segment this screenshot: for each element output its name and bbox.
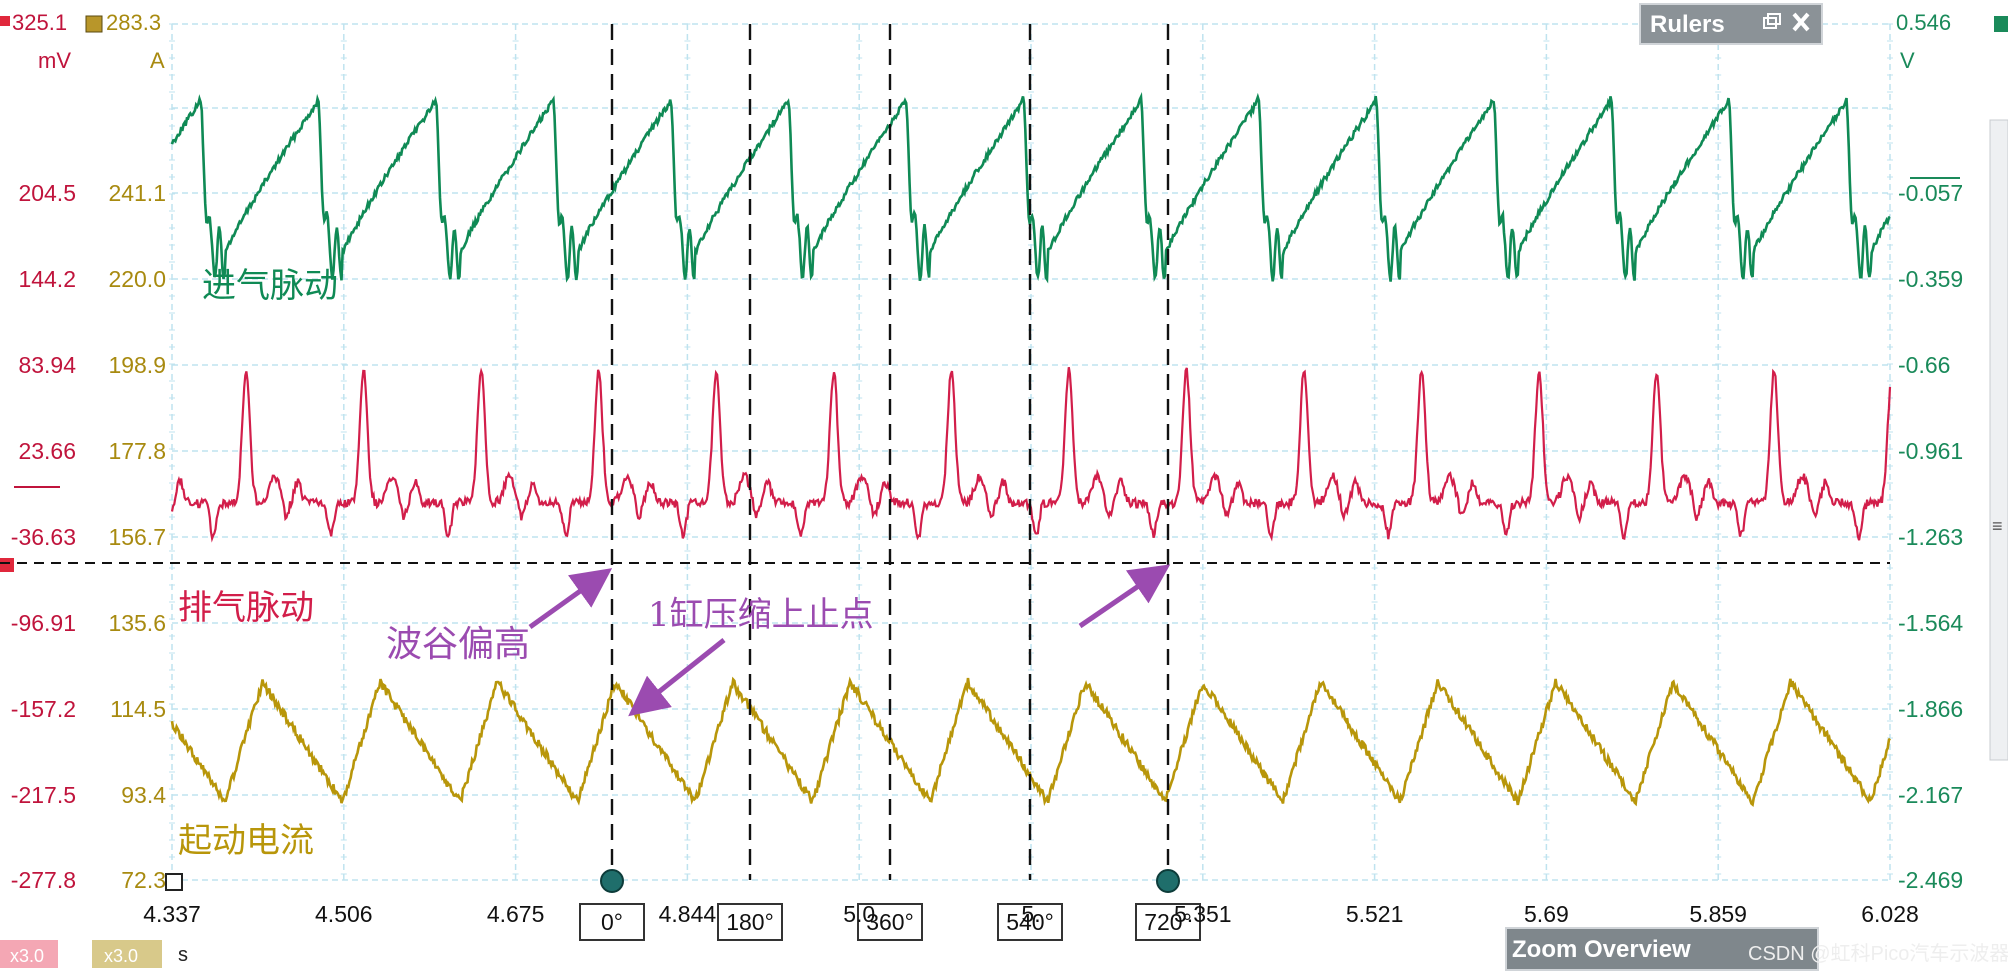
axis-tick-label: 177.8: [108, 438, 166, 464]
ruler-label: 360°: [866, 909, 914, 935]
axis-tick-label: 72.3: [121, 867, 166, 893]
rulers-panel[interactable]: Rulers: [1639, 3, 1823, 45]
x-axis-tick-label: 4.675: [487, 901, 545, 927]
axis-tick-label: -0.66: [1898, 352, 1950, 378]
ruler-handle[interactable]: [600, 869, 624, 893]
ruler-label-box: [717, 903, 783, 941]
rulers: 0° 180° 360° 540° 720°: [0, 24, 1890, 941]
zoom-overview-panel[interactable]: Zoom Overview: [1505, 927, 1819, 971]
close-icon[interactable]: [1792, 12, 1810, 32]
axis-tick-label: -0.057: [1898, 180, 1963, 206]
ruler-label-box: [997, 903, 1063, 941]
arrow-valley-0: [528, 568, 613, 630]
mv-axis-handle[interactable]: [0, 16, 10, 26]
ruler-label-box: [857, 903, 923, 941]
axis-tick-label: 241.1: [108, 180, 166, 206]
arrow-valley-720: [1078, 564, 1171, 629]
x-axis-tick-label: 5.859: [1689, 901, 1747, 927]
axis-tick-label: -157.2: [11, 696, 76, 722]
axis-tick-label: 135.6: [108, 610, 166, 636]
axis-tick-label: -1.866: [1898, 696, 1963, 722]
series-label-intake: 进气脉动: [202, 266, 338, 306]
a-axis-top-label: 283.3: [106, 10, 161, 35]
v-axis-unit: V: [1900, 48, 1915, 73]
scale-badge-mv[interactable]: [0, 940, 58, 968]
axis-tick-label: -217.5: [11, 782, 76, 808]
axis-tick-label: -96.91: [11, 610, 76, 636]
scale-badge-mv-label: x3.0: [10, 946, 44, 966]
ruler-label-box: [579, 903, 645, 941]
series-label-current: 起动电流: [178, 821, 314, 861]
x-axis-tick-label: 4.844: [659, 901, 717, 927]
x-axis-tick-label: 5.521: [1346, 901, 1404, 927]
axis-tick-label: -36.63: [11, 524, 76, 550]
scrollbar-grip-icon[interactable]: ≡: [1992, 516, 2003, 536]
axis-tick-label: 23.66: [18, 438, 76, 464]
x-axis-tick-label: 5.69: [1524, 901, 1569, 927]
ruler-label: 180°: [726, 909, 774, 935]
x-axis-tick-label: 5.351: [1174, 901, 1232, 927]
ruler-label: 0°: [601, 909, 623, 935]
scale-badge-a-label: x3.0: [104, 946, 138, 966]
a-axis-handle[interactable]: [85, 15, 103, 33]
a-axis-bottom-handle[interactable]: [165, 873, 183, 891]
zoom-overview-title: Zoom Overview: [1512, 936, 1691, 963]
axis-tick-label: -1.564: [1898, 610, 1963, 636]
axis-tick-label: 93.4: [121, 782, 166, 808]
axis-tick-label: -0.359: [1898, 266, 1963, 292]
mv-axis-top-label: 325.1: [12, 10, 67, 35]
axis-tick-label: 220.0: [108, 266, 166, 292]
ruler-label: 540°: [1006, 909, 1054, 935]
axis-tick-label: 204.5: [18, 180, 76, 206]
x-axis-tick-label: 5.0: [843, 901, 875, 927]
axis-tick-label: 144.2: [18, 266, 76, 292]
ruler-label: 720°: [1144, 909, 1192, 935]
ruler-label-box: [1135, 903, 1201, 941]
axis-tick-label: -2.167: [1898, 782, 1963, 808]
grid: [169, 23, 1893, 881]
x-axis: 4.337 4.506 4.675 4.844 5.0 5. 5.351 5.521 5.69 5…: [143, 901, 1919, 927]
axis-tick-label: -2.469: [1898, 867, 1963, 893]
axis-tick-label: 198.9: [108, 352, 166, 378]
mv-ruler-handle[interactable]: [0, 558, 14, 572]
series-label-exhaust: 排气脉动: [178, 588, 314, 628]
v-axis: 0.546 V ≡ -0.057 -0.359 -0.66 -0.961 -1.263 -…: [1896, 10, 2008, 893]
v-axis-handle[interactable]: [1994, 16, 2008, 32]
ruler-handle[interactable]: [1156, 869, 1180, 893]
axis-tick-label: -277.8: [11, 867, 76, 893]
a-axis: 283.3 A 241.1 220.0 198.9 177.8 156.7 135.6 11…: [85, 10, 183, 893]
x-axis-tick-label: 5.: [1021, 901, 1040, 927]
mv-axis-unit: mV: [38, 48, 71, 73]
x-axis-tick-label: 4.506: [315, 901, 373, 927]
x-axis-unit: s: [178, 944, 188, 966]
x-axis-tick-label: 6.028: [1861, 901, 1919, 927]
axis-tick-label: 114.5: [110, 696, 166, 722]
mv-axis: 325.1 mV 204.5 144.2 83.94 23.66 -36.63 -96.9…: [0, 10, 76, 893]
intake-trace: [170, 91, 1891, 284]
annotation-valley-high: 波谷偏高: [386, 624, 530, 665]
v-axis-top-label: 0.546: [1896, 10, 1951, 35]
annotation-tdc: 1缸压缩上止点: [648, 595, 874, 635]
x-axis-tick-label: 4.337: [143, 901, 201, 927]
axis-tick-label: -0.961: [1898, 438, 1963, 464]
axis-tick-label: 83.94: [18, 352, 76, 378]
restore-icon[interactable]: [1763, 13, 1781, 29]
rulers-panel-title: Rulers: [1650, 11, 1725, 38]
arrow-tdc: [628, 638, 726, 717]
axis-tick-label: -1.263: [1898, 524, 1963, 550]
axis-tick-label: 156.7: [108, 524, 166, 550]
vertical-scrollbar[interactable]: [1989, 119, 2008, 761]
watermark: CSDN @虹科Pico汽车示波器: [1748, 942, 2008, 965]
scale-badge-a[interactable]: [92, 940, 162, 968]
a-axis-unit: A: [150, 48, 165, 73]
